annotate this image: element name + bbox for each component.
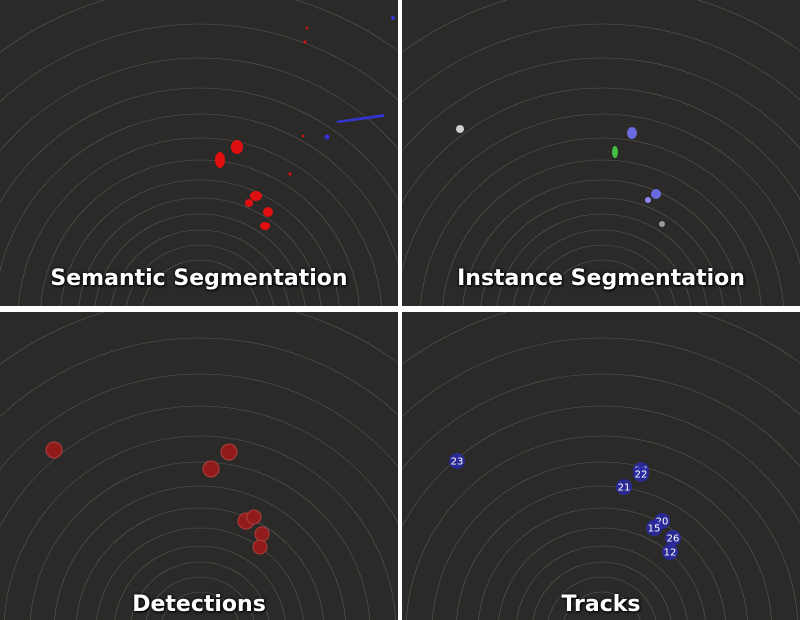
track-id-label: 21 (618, 483, 631, 494)
lidar-scan-instance (402, 0, 800, 306)
lidar-rings (402, 0, 800, 306)
tracks-title: Tracks (402, 592, 800, 617)
lidar-scan-detections (0, 312, 398, 620)
detection-marker (221, 444, 237, 460)
track-marker: 22 (633, 466, 649, 482)
instance-segmentation-title: Instance Segmentation (402, 266, 800, 291)
track-marker: 15 (646, 520, 662, 536)
detection-marker (203, 461, 219, 477)
track-marker: 21 (616, 479, 632, 495)
track-id-label: 23 (451, 457, 464, 468)
instance-segmentation-panel: Instance Segmentation (402, 0, 800, 306)
track-marker: 23 (449, 453, 465, 469)
tracks-panel: 2327222120152612 Tracks (402, 312, 800, 620)
track-markers: 2327222120152612 (449, 453, 681, 560)
detections-title: Detections (0, 592, 398, 617)
semantic-segmentation-title: Semantic Segmentation (0, 266, 398, 291)
lidar-rings (0, 0, 398, 306)
instance-points (456, 125, 665, 227)
lidar-scan-semantic (0, 0, 398, 306)
other-class-points (325, 16, 396, 140)
lidar-scan-tracks: 2327222120152612 (402, 312, 800, 620)
track-marker: 26 (665, 530, 681, 546)
track-id-label: 15 (648, 524, 661, 535)
track-id-label: 22 (635, 470, 648, 481)
lidar-rings (0, 312, 398, 620)
detection-marker (255, 527, 269, 541)
detections-panel: Detections (0, 312, 398, 620)
track-marker: 12 (662, 544, 678, 560)
track-id-label: 26 (667, 534, 680, 545)
semantic-segmentation-panel: Semantic Segmentation (0, 0, 398, 306)
car-points (215, 27, 308, 230)
detection-marker (247, 510, 261, 524)
detection-marker (46, 442, 62, 458)
detection-marker (253, 540, 267, 554)
track-id-label: 12 (664, 548, 677, 559)
